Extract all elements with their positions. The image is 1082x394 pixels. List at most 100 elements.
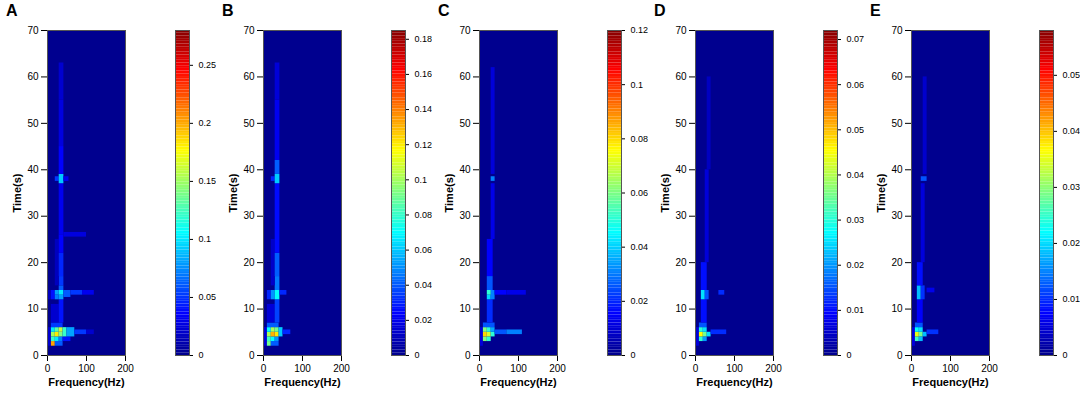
svg-text:200: 200	[549, 363, 566, 374]
svg-text:0.1: 0.1	[415, 175, 428, 185]
svg-text:0.18: 0.18	[415, 34, 433, 44]
svg-text:40: 40	[675, 164, 687, 175]
svg-text:Time(s): Time(s)	[443, 173, 455, 212]
svg-text:50: 50	[459, 118, 471, 129]
svg-text:10: 10	[27, 303, 39, 314]
svg-text:0: 0	[631, 350, 636, 360]
svg-text:70: 70	[459, 25, 471, 36]
svg-text:0: 0	[45, 363, 51, 374]
svg-text:0.12: 0.12	[631, 25, 649, 35]
svg-text:0.07: 0.07	[847, 34, 865, 44]
svg-text:10: 10	[243, 303, 255, 314]
svg-text:Time(s): Time(s)	[227, 173, 239, 212]
svg-text:0.05: 0.05	[1063, 70, 1081, 80]
svg-text:10: 10	[459, 303, 471, 314]
svg-text:40: 40	[243, 164, 255, 175]
svg-text:0.03: 0.03	[1063, 182, 1081, 192]
svg-text:Frequency(Hz): Frequency(Hz)	[696, 376, 773, 388]
svg-text:100: 100	[294, 363, 311, 374]
svg-text:200: 200	[765, 363, 782, 374]
svg-text:0.2: 0.2	[199, 118, 212, 128]
svg-text:0.02: 0.02	[415, 315, 433, 325]
svg-text:Time(s): Time(s)	[11, 173, 23, 212]
svg-text:0.05: 0.05	[847, 125, 865, 135]
svg-text:40: 40	[459, 164, 471, 175]
svg-text:30: 30	[675, 210, 687, 221]
svg-text:0.1: 0.1	[199, 234, 212, 244]
svg-text:20: 20	[243, 257, 255, 268]
svg-text:0.1: 0.1	[631, 80, 644, 90]
svg-text:0.03: 0.03	[847, 215, 865, 225]
svg-text:200: 200	[333, 363, 350, 374]
svg-text:200: 200	[117, 363, 134, 374]
svg-text:50: 50	[675, 118, 687, 129]
svg-text:0.04: 0.04	[847, 170, 865, 180]
svg-text:Time(s): Time(s)	[875, 173, 887, 212]
svg-text:70: 70	[675, 25, 687, 36]
svg-text:100: 100	[942, 363, 959, 374]
svg-text:0: 0	[693, 363, 699, 374]
svg-text:0.06: 0.06	[847, 80, 865, 90]
svg-text:0.25: 0.25	[199, 60, 217, 70]
svg-text:0.02: 0.02	[1063, 238, 1081, 248]
svg-text:200: 200	[981, 363, 998, 374]
svg-text:50: 50	[891, 118, 903, 129]
svg-text:100: 100	[78, 363, 95, 374]
svg-text:0.06: 0.06	[415, 245, 433, 255]
svg-text:0: 0	[261, 363, 267, 374]
svg-text:60: 60	[243, 71, 255, 82]
svg-text:70: 70	[891, 25, 903, 36]
svg-text:60: 60	[891, 71, 903, 82]
svg-text:0.05: 0.05	[199, 292, 217, 302]
svg-text:0.12: 0.12	[415, 140, 433, 150]
svg-text:0: 0	[415, 350, 420, 360]
svg-text:30: 30	[27, 210, 39, 221]
svg-text:50: 50	[243, 118, 255, 129]
svg-text:100: 100	[510, 363, 527, 374]
svg-text:0.01: 0.01	[847, 305, 865, 315]
svg-text:0: 0	[33, 350, 39, 361]
svg-text:0: 0	[477, 363, 483, 374]
svg-text:70: 70	[27, 25, 39, 36]
svg-text:0.16: 0.16	[415, 69, 433, 79]
svg-text:0: 0	[897, 350, 903, 361]
svg-text:40: 40	[891, 164, 903, 175]
svg-text:20: 20	[675, 257, 687, 268]
svg-text:0.08: 0.08	[415, 210, 433, 220]
svg-text:0: 0	[199, 350, 204, 360]
svg-text:30: 30	[891, 210, 903, 221]
svg-text:10: 10	[675, 303, 687, 314]
svg-text:Frequency(Hz): Frequency(Hz)	[912, 376, 989, 388]
svg-text:0.08: 0.08	[631, 134, 649, 144]
svg-text:0: 0	[465, 350, 471, 361]
svg-text:0.04: 0.04	[631, 242, 649, 252]
svg-text:0.04: 0.04	[415, 280, 433, 290]
svg-text:60: 60	[27, 71, 39, 82]
svg-text:0.15: 0.15	[199, 176, 217, 186]
svg-text:40: 40	[27, 164, 39, 175]
svg-text:20: 20	[891, 257, 903, 268]
svg-text:0.04: 0.04	[1063, 126, 1081, 136]
svg-text:20: 20	[459, 257, 471, 268]
svg-text:70: 70	[243, 25, 255, 36]
svg-text:10: 10	[891, 303, 903, 314]
svg-text:Frequency(Hz): Frequency(Hz)	[264, 376, 341, 388]
svg-text:100: 100	[726, 363, 743, 374]
svg-text:0: 0	[847, 350, 852, 360]
svg-text:0.14: 0.14	[415, 104, 433, 114]
svg-text:Frequency(Hz): Frequency(Hz)	[480, 376, 557, 388]
svg-text:0: 0	[681, 350, 687, 361]
svg-text:Time(s): Time(s)	[659, 173, 671, 212]
svg-text:30: 30	[243, 210, 255, 221]
svg-text:20: 20	[27, 257, 39, 268]
svg-text:50: 50	[27, 118, 39, 129]
svg-text:0: 0	[249, 350, 255, 361]
svg-text:30: 30	[459, 210, 471, 221]
svg-text:Frequency(Hz): Frequency(Hz)	[48, 376, 125, 388]
svg-text:0: 0	[909, 363, 915, 374]
svg-text:0.02: 0.02	[631, 296, 649, 306]
svg-text:0.06: 0.06	[631, 188, 649, 198]
svg-text:0.01: 0.01	[1063, 294, 1081, 304]
svg-text:60: 60	[675, 71, 687, 82]
svg-text:60: 60	[459, 71, 471, 82]
